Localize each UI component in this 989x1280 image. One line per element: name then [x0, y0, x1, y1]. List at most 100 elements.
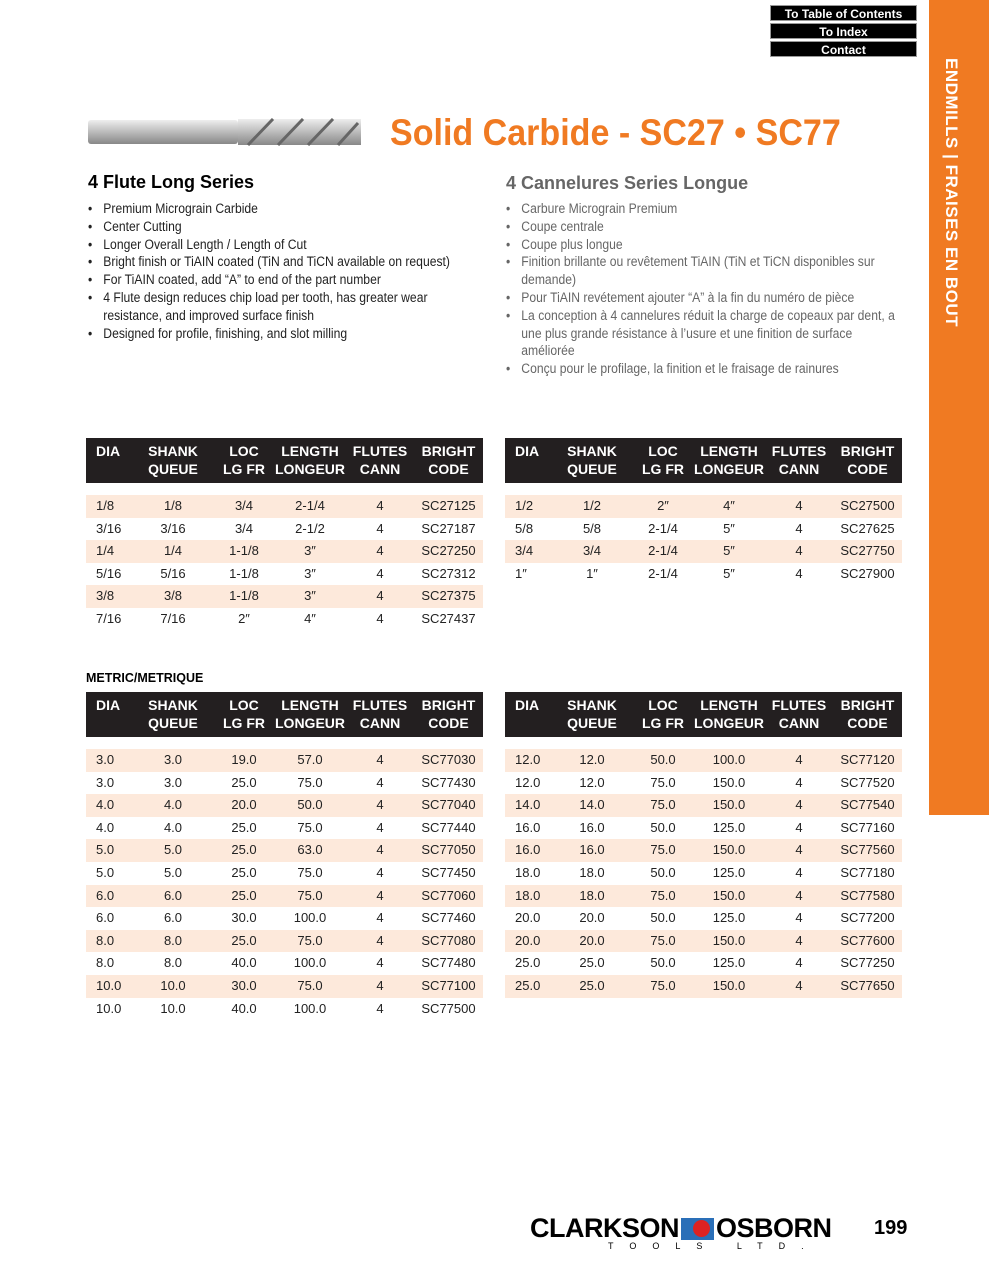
table-cell: 1-1/8	[229, 543, 259, 559]
table-body: 12.0 12.0 50.0 100.0 4 SC77120 12.0 12.0 75.0 150…	[505, 749, 902, 998]
table-cell: SC77650	[840, 977, 895, 993]
table-cell: 50.0	[650, 864, 676, 880]
table-cell: SC77040	[421, 797, 476, 813]
table-cell: 125.0	[712, 864, 746, 880]
table-row: 18.0 18.0 75.0 150.0 4 SC77580	[505, 884, 902, 908]
table-cell: 4	[795, 774, 803, 790]
table-cell: 12.0	[515, 752, 541, 767]
table-cell: 6.0	[163, 910, 183, 926]
table-row: 16.0 16.0 50.0 125.0 4 SC77160	[505, 817, 902, 840]
table-cell: SC77540	[840, 797, 895, 813]
table-cell: 5/16	[160, 565, 186, 581]
table-cell: SC77500	[421, 1000, 476, 1016]
table-cell: 25.0	[231, 932, 257, 948]
table-row: 10.0 10.0 30.0 75.0 4 SC77100	[86, 974, 483, 998]
table-cell: 8.0	[96, 932, 115, 948]
table-cell: 4	[376, 819, 384, 835]
table-cell: SC27750	[840, 543, 895, 559]
table-cell: 12.0	[579, 774, 605, 790]
table-cell: 150.0	[712, 932, 746, 948]
column-header: LOC LG FR	[642, 443, 684, 477]
table-cell: 150.0	[712, 774, 746, 790]
table-cell: 75.0	[297, 774, 323, 790]
inch-table-left: DIA SHANK QUEUE LOC LG FR LENGTH LONGEUR FLU…	[86, 438, 483, 631]
feature-item: Conçu pour le profilage, la finition et …	[506, 360, 902, 378]
table-cell: 4.0	[96, 819, 115, 835]
page-number: 199	[874, 1217, 908, 1239]
table-row: 7/16 7/16 2″ 4″ 4 SC27437	[86, 608, 483, 631]
table-cell: SC27500	[840, 498, 895, 513]
page-title: Solid Carbide - SC27 • SC77	[390, 112, 841, 153]
table-cell: 75.0	[650, 887, 676, 903]
table-cell: 1/2	[515, 498, 534, 513]
table-cell: 4	[376, 797, 384, 813]
table-cell: 25.0	[231, 819, 257, 835]
table-cell: 3/8	[96, 588, 115, 604]
table-cell: 125.0	[712, 955, 746, 971]
table-cell: 5.0	[96, 842, 115, 858]
table-cell: 25.0	[231, 842, 257, 858]
column-header: BRIGHT CODE	[840, 697, 895, 731]
table-cell: 150.0	[712, 977, 746, 993]
table-cell: 4	[795, 520, 803, 536]
table-header: DIA SHANK QUEUE LOC LG FR LENGTH LONGEUR FLU…	[505, 438, 902, 483]
table-cell: 4	[795, 955, 803, 971]
column-header: LOC LG FR	[642, 697, 684, 731]
company-logo: CLARKSON OSBORN	[530, 1213, 832, 1244]
table-cell: 5″	[723, 520, 735, 536]
table-row: 20.0 20.0 50.0 125.0 4 SC77200	[505, 907, 902, 930]
column-header: LENGTH LONGEUR	[694, 697, 764, 731]
column-header: SHANK QUEUE	[567, 443, 617, 477]
table-cell: 30.0	[231, 977, 257, 993]
table-body: 1/2 1/2 2″ 4″ 4 SC27500 5/8 5/8 2-1/4 5″ 4 SC27625 3…	[505, 495, 902, 585]
table-cell: 3/8	[163, 588, 183, 604]
table-cell: 3/4	[515, 543, 534, 559]
table-cell: SC77180	[840, 864, 895, 880]
table-cell: 16.0	[579, 842, 605, 858]
table-cell: 4	[795, 977, 803, 993]
column-header: DIA	[515, 697, 540, 713]
table-cell: 4	[376, 955, 384, 971]
english-heading: 4 Flute Long Series	[88, 172, 255, 192]
table-cell: 3.0	[96, 752, 115, 767]
table-cell: SC27125	[421, 498, 476, 513]
contact-link[interactable]: Contact	[770, 41, 917, 57]
table-cell: 5.0	[96, 864, 115, 880]
table-cell: 5/8	[515, 520, 534, 536]
table-cell: 19.0	[231, 752, 257, 767]
table-cell: 150.0	[712, 887, 746, 903]
table-cell: 63.0	[297, 842, 323, 858]
table-cell: SC77440	[421, 819, 476, 835]
table-cell: 4	[795, 932, 803, 948]
feature-item: Carbure Micrograin Premium	[506, 200, 902, 218]
table-cell: 3.0	[163, 752, 183, 767]
table-cell: 4	[376, 887, 384, 903]
table-cell: 3.0	[96, 774, 115, 790]
table-cell: 1/8	[163, 498, 183, 513]
table-row: 25.0 25.0 75.0 150.0 4 SC77650	[505, 974, 902, 998]
table-cell: SC77160	[840, 819, 895, 835]
column-header: FLUTES CANN	[352, 697, 408, 731]
table-cell: 10.0	[96, 1000, 122, 1016]
table-cell: 4	[376, 588, 384, 604]
table-cell: SC27312	[421, 565, 476, 581]
table-cell: 25.0	[231, 864, 257, 880]
table-cell: 4	[795, 887, 803, 903]
table-row: 5/8 5/8 2-1/4 5″ 4 SC27625	[505, 518, 902, 541]
table-row: 6.0 6.0 25.0 75.0 4 SC77060	[86, 884, 483, 908]
table-cell: 75.0	[650, 842, 676, 858]
index-link[interactable]: To Index	[770, 23, 917, 39]
table-of-contents-link[interactable]: To Table of Contents	[770, 5, 917, 21]
table-cell: 8.0	[163, 955, 183, 971]
column-header: LOC LG FR	[223, 443, 265, 477]
endmill-image	[88, 118, 361, 146]
table-cell: 75.0	[297, 819, 323, 835]
table-cell: SC77480	[421, 955, 476, 971]
column-header: BRIGHT CODE	[840, 443, 895, 477]
table-cell: 100.0	[293, 910, 327, 926]
table-row: 5.0 5.0 25.0 63.0 4 SC77050	[86, 839, 483, 862]
table-row: 3/4 3/4 2-1/4 5″ 4 SC27750	[505, 540, 902, 563]
table-cell: 2″	[238, 610, 250, 626]
table-cell: 10.0	[160, 977, 186, 993]
